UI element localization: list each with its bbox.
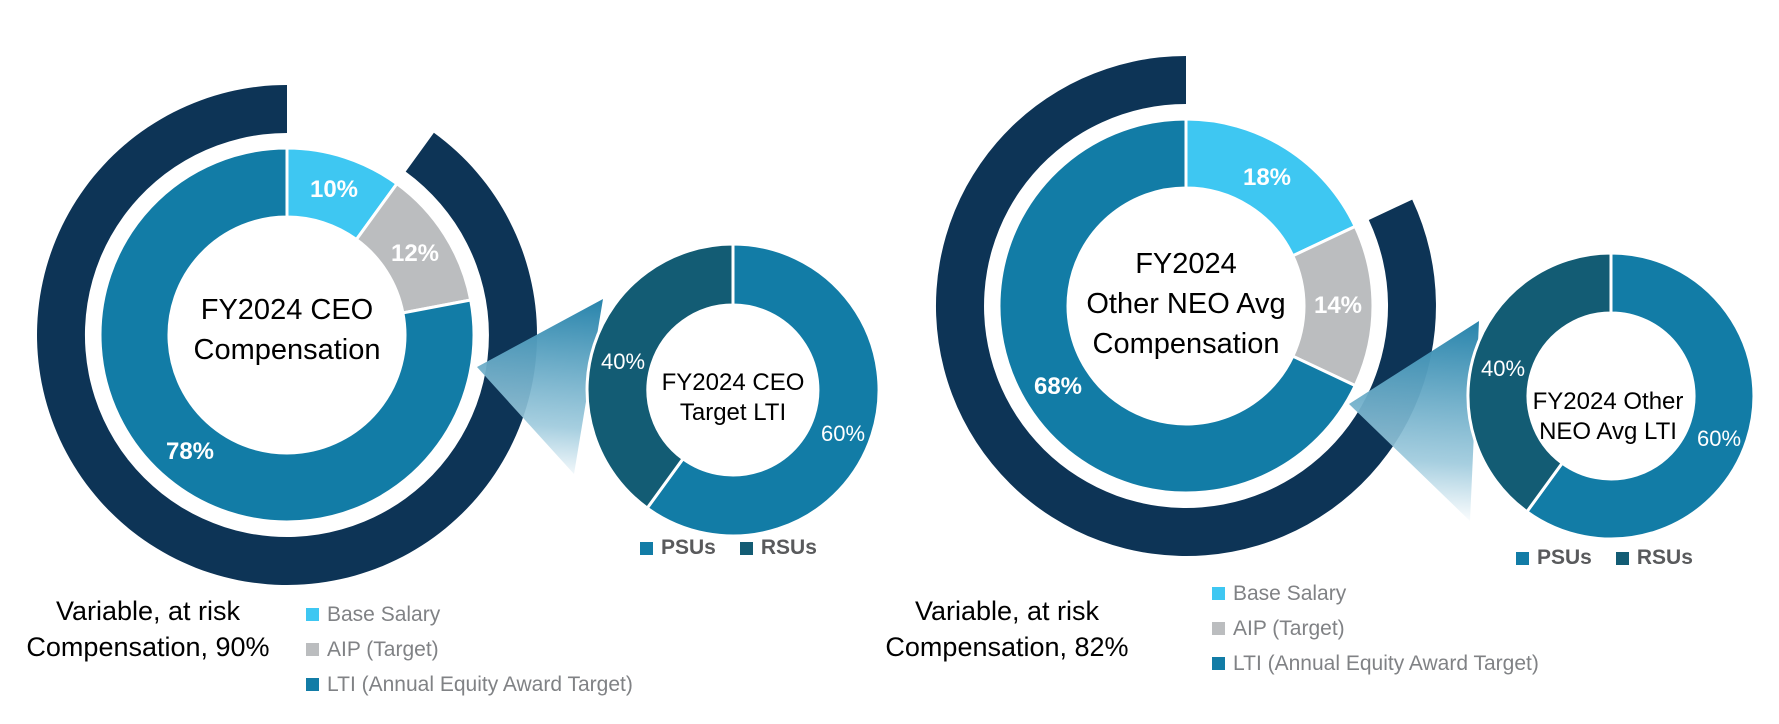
title-line: FY2024 CEO	[200, 294, 374, 326]
donut-slice-psus	[645, 242, 881, 538]
legend-label: LTI (Annual Equity Award Target)	[327, 672, 633, 696]
legend-label: PSUs	[661, 536, 716, 559]
legend-item: LTI (Annual Equity Award Target)	[1212, 646, 1539, 681]
legend-item: PSUs	[640, 536, 716, 559]
donut-slice-rsus	[585, 242, 735, 511]
caption-line: Variable, at risk	[55, 596, 241, 626]
title-line: Other NEO Avg	[1086, 288, 1286, 320]
legend-label: AIP (Target)	[327, 637, 439, 661]
donut-title-other-neo-lti: FY2024 Other NEO Avg LTI	[1533, 387, 1684, 447]
caption-variable-at-risk-ceo: Variable, at risk Compensation, 90%	[26, 593, 269, 665]
donut-title-ceo-target-lti: FY2024 CEO Target LTI	[662, 368, 805, 428]
callout-triangle-ceo	[477, 299, 603, 474]
donut-title-ceo-compensation: FY2024 CEO Compensation	[194, 290, 381, 370]
legend-other-neo-compensation: Base Salary AIP (Target) LTI (Annual Equ…	[1212, 576, 1539, 681]
donut-slice-rsus	[1466, 251, 1613, 514]
legend-item: AIP (Target)	[1212, 611, 1539, 646]
legend-label: PSUs	[1537, 546, 1592, 569]
legend-item: RSUs	[1615, 546, 1693, 569]
legend-item: Base Salary	[306, 597, 633, 632]
donut-slice-psus	[1524, 251, 1756, 541]
legend-item: RSUs	[739, 536, 817, 559]
donut-fy2024-other-neo-avg-compensation	[935, 55, 1436, 556]
title-line: Compensation	[193, 334, 381, 366]
legend-label: Base Salary	[1233, 581, 1347, 605]
legend-chip	[306, 678, 319, 691]
title-line: NEO Avg LTI	[1539, 418, 1677, 445]
legend-chip	[1516, 551, 1529, 565]
caption-line: Compensation, 90%	[26, 632, 270, 662]
title-line: Target LTI	[679, 399, 787, 426]
title-line: FY2024	[1135, 248, 1237, 280]
title-line: FY2024 CEO	[661, 369, 805, 396]
donut-fy2024-ceo-compensation	[37, 85, 538, 586]
legend-chip	[306, 643, 319, 656]
legend-label: RSUs	[1636, 546, 1693, 569]
caption-line: Compensation, 82%	[885, 632, 1129, 662]
donut-slice-lti-annual-equity-award-target	[997, 117, 1358, 495]
title-line: Compensation	[1092, 328, 1280, 360]
caption-line: Variable, at risk	[914, 596, 1100, 626]
title-line: FY2024 Other	[1532, 388, 1684, 415]
legend-chip	[306, 608, 319, 621]
legend-label: RSUs	[760, 536, 817, 559]
legend-chip	[640, 541, 653, 555]
legend-chip	[1212, 587, 1225, 600]
legend-item: PSUs	[1516, 546, 1592, 569]
legend-label: LTI (Annual Equity Award Target)	[1233, 651, 1539, 675]
donut-fy2024-other-neo-avg-lti	[1466, 251, 1756, 541]
legend-item: LTI (Annual Equity Award Target)	[306, 667, 633, 702]
legend-chip	[739, 541, 753, 555]
legend-chip	[1615, 551, 1629, 565]
legend-ceo-compensation: Base Salary AIP (Target) LTI (Annual Equ…	[306, 597, 633, 702]
caption-variable-at-risk-neo: Variable, at risk Compensation, 82%	[885, 593, 1128, 665]
legend-label: Base Salary	[327, 602, 441, 626]
legend-ceo-target-lti: PSUs RSUs	[640, 536, 817, 559]
legend-item: Base Salary	[1212, 576, 1539, 611]
legend-label: AIP (Target)	[1233, 616, 1345, 640]
legend-other-neo-lti: PSUs RSUs	[1516, 546, 1693, 569]
legend-chip	[1212, 657, 1225, 670]
donut-slice-lti-annual-equity-award-target	[98, 146, 476, 524]
donut-title-other-neo-compensation: FY2024 Other NEO Avg Compensation	[1086, 244, 1285, 364]
callout-triangle-neo	[1349, 321, 1479, 521]
donut-fy2024-ceo-target-lti	[585, 242, 881, 538]
legend-item: AIP (Target)	[306, 632, 633, 667]
legend-chip	[1212, 622, 1225, 635]
donut-slice-base-salary	[1184, 117, 1358, 258]
